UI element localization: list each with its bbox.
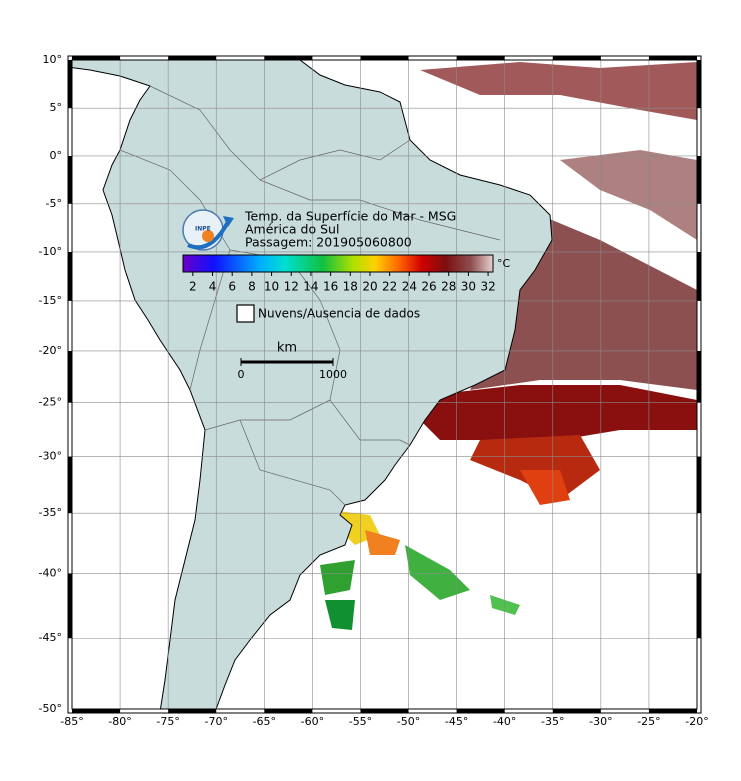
colorbar-tick-label: 14 bbox=[303, 280, 318, 294]
lat-tick-label: -20° bbox=[39, 344, 62, 357]
frame-band bbox=[68, 251, 72, 301]
lat-tick-label: -15° bbox=[39, 294, 62, 307]
frame-band bbox=[68, 350, 72, 403]
pass-time: Passagem: 201905060800 bbox=[245, 235, 412, 250]
lat-tick-label: -50° bbox=[39, 702, 62, 715]
lat-tick-label: -25° bbox=[39, 396, 62, 409]
scale-unit: km bbox=[277, 341, 297, 356]
lat-tick-label: -30° bbox=[39, 450, 62, 463]
lon-tick-label: -50° bbox=[397, 715, 420, 728]
lon-tick-label: -85° bbox=[60, 715, 83, 728]
title: Temp. da Superfície do Mar - MSG bbox=[244, 209, 456, 224]
lat-tick-label: 0° bbox=[50, 149, 63, 162]
scale-tick-label: 1000 bbox=[319, 368, 347, 381]
frame-band bbox=[68, 456, 72, 514]
country-borders bbox=[119, 85, 501, 506]
frame-band bbox=[264, 709, 313, 713]
colorbar-tick-label: 18 bbox=[343, 280, 358, 294]
colorbar-tick-label: 6 bbox=[228, 280, 236, 294]
lon-tick-label: -80° bbox=[108, 715, 131, 728]
lon-tick-label: -70° bbox=[204, 715, 227, 728]
frame-band bbox=[168, 709, 217, 713]
lat-tick-label: -35° bbox=[39, 506, 62, 519]
lon-tick-label: -40° bbox=[493, 715, 516, 728]
colorbar-tick-label: 24 bbox=[402, 280, 417, 294]
lon-tick-label: -30° bbox=[589, 715, 612, 728]
region: América do Sul bbox=[245, 222, 339, 237]
colorbar bbox=[182, 254, 494, 273]
lon-tick-label: -35° bbox=[541, 715, 564, 728]
frame-band bbox=[264, 56, 313, 60]
frame-band bbox=[697, 573, 701, 639]
colorbar-tick-label: 22 bbox=[382, 280, 397, 294]
frame-band bbox=[456, 709, 505, 713]
legend-label: Nuvens/Ausencia de dados bbox=[258, 307, 420, 321]
colorbar-tick-label: 2 bbox=[189, 280, 197, 294]
colorbar-tick-label: 10 bbox=[264, 280, 279, 294]
lon-tick-label: -60° bbox=[301, 715, 324, 728]
colorbar-tick-label: 32 bbox=[480, 280, 495, 294]
colorbar-unit: °C bbox=[497, 257, 511, 270]
lat-tick-label: -45° bbox=[39, 631, 62, 644]
scale-bar: 0 1000 bbox=[238, 358, 347, 381]
lat-tick-label: -40° bbox=[39, 566, 62, 579]
lat-tick-label: 10° bbox=[43, 53, 63, 66]
frame-band bbox=[697, 456, 701, 514]
legend-swatch bbox=[236, 304, 255, 323]
lat-tick-label: -10° bbox=[39, 245, 62, 258]
frame-band bbox=[72, 56, 121, 60]
colorbar-tick-label: 8 bbox=[248, 280, 256, 294]
frame-band bbox=[648, 56, 697, 60]
colorbar-tick-label: 28 bbox=[441, 280, 456, 294]
frame-band bbox=[697, 251, 701, 301]
colorbar-tick-label: 20 bbox=[362, 280, 377, 294]
lat-tick-label: 5° bbox=[50, 101, 63, 114]
lon-tick-label: -65° bbox=[253, 715, 276, 728]
colorbar-tick-label: 26 bbox=[421, 280, 436, 294]
lon-tick-label: -45° bbox=[445, 715, 468, 728]
colorbar-tick-label: 16 bbox=[323, 280, 338, 294]
frame-band bbox=[697, 60, 701, 109]
logo: INPE bbox=[182, 209, 234, 251]
frame-band bbox=[648, 709, 697, 713]
colorbar-tick-label: 30 bbox=[461, 280, 476, 294]
logo-text: INPE bbox=[195, 226, 211, 233]
map-frame bbox=[67, 55, 702, 714]
lon-tick-label: -25° bbox=[637, 715, 660, 728]
map-area bbox=[72, 60, 697, 709]
frame-band bbox=[72, 709, 121, 713]
frame-band bbox=[360, 709, 409, 713]
frame-band bbox=[697, 155, 701, 204]
lon-tick-label: -20° bbox=[685, 715, 708, 728]
frame-band bbox=[68, 155, 72, 204]
frame-band bbox=[456, 56, 505, 60]
frame-band bbox=[552, 709, 601, 713]
frame-band bbox=[68, 60, 72, 109]
sst-field bbox=[320, 62, 697, 630]
lon-tick-label: -55° bbox=[349, 715, 372, 728]
frame-band bbox=[68, 573, 72, 639]
frame-band bbox=[360, 56, 409, 60]
scale-tick-label: 0 bbox=[238, 368, 245, 381]
frame-band bbox=[697, 350, 701, 403]
lat-tick-label: -5° bbox=[46, 197, 62, 210]
frame-band bbox=[552, 56, 601, 60]
lon-tick-label: -75° bbox=[156, 715, 179, 728]
colorbar-tick-label: 4 bbox=[209, 280, 217, 294]
colorbar-ticks: 2 4 6 8 10 12 14 16 18 20 22 24 26 28 30 32 bbox=[189, 272, 496, 294]
colorbar-tick-label: 12 bbox=[284, 280, 299, 294]
frame-band bbox=[168, 56, 217, 60]
